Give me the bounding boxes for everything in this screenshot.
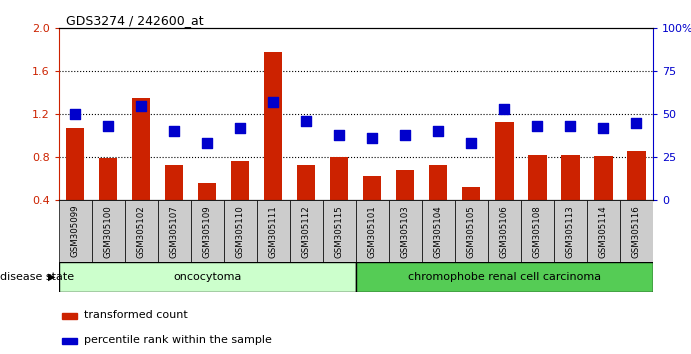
Bar (488, 200, 521, 262)
Bar (59, 200, 92, 262)
Bar (125, 200, 158, 262)
Text: GSM305115: GSM305115 (335, 205, 344, 258)
Point (334, 132, 345, 138)
Text: chromophobe renal cell carcinoma: chromophobe renal cell carcinoma (408, 272, 601, 282)
Point (103, 123, 114, 129)
Text: ▶: ▶ (48, 272, 55, 282)
Bar (66, 128, 84, 200)
Text: GSM305105: GSM305105 (467, 205, 476, 258)
Text: GSM305114: GSM305114 (599, 205, 608, 258)
Bar (620, 200, 653, 262)
Bar (257, 200, 290, 262)
Point (631, 120, 642, 126)
Bar (554, 200, 587, 262)
Bar (231, 161, 249, 200)
Bar (627, 151, 645, 200)
Text: GSM305104: GSM305104 (434, 205, 443, 258)
Text: disease state: disease state (0, 272, 74, 282)
Point (135, 103, 146, 108)
Point (70, 111, 81, 117)
Bar (323, 200, 356, 262)
Point (400, 132, 411, 138)
Bar (389, 200, 422, 262)
Text: GSM305109: GSM305109 (202, 205, 212, 258)
Bar (429, 165, 448, 200)
Bar (529, 155, 547, 200)
Text: GSM305107: GSM305107 (170, 205, 179, 258)
Bar (165, 165, 183, 200)
Point (301, 118, 312, 124)
Bar (356, 262, 653, 292)
Bar (100, 158, 117, 200)
Point (202, 141, 213, 146)
Bar (224, 200, 257, 262)
Text: GSM305102: GSM305102 (137, 205, 146, 258)
Point (466, 141, 477, 146)
Bar (297, 165, 315, 200)
Bar (356, 200, 389, 262)
Text: GSM305113: GSM305113 (566, 205, 575, 258)
Text: GSM305110: GSM305110 (236, 205, 245, 258)
Text: GSM305106: GSM305106 (500, 205, 509, 258)
Text: GSM305112: GSM305112 (302, 205, 311, 258)
Point (598, 125, 609, 131)
Text: GSM305108: GSM305108 (533, 205, 542, 258)
Text: percentile rank within the sample: percentile rank within the sample (84, 336, 272, 346)
Point (268, 99, 279, 105)
Bar (62, 338, 77, 344)
Bar (587, 200, 620, 262)
Text: GSM305100: GSM305100 (104, 205, 113, 258)
Bar (422, 200, 455, 262)
Bar (158, 200, 191, 262)
Point (433, 129, 444, 134)
Text: GSM305101: GSM305101 (368, 205, 377, 258)
Bar (495, 122, 513, 200)
Point (367, 135, 378, 141)
Bar (330, 157, 348, 200)
Bar (264, 52, 283, 200)
Text: GSM305116: GSM305116 (632, 205, 641, 258)
Text: GDS3274 / 242600_at: GDS3274 / 242600_at (66, 14, 203, 27)
Text: GSM305103: GSM305103 (401, 205, 410, 258)
Bar (59, 262, 356, 292)
Bar (594, 156, 612, 200)
Point (565, 123, 576, 129)
Text: GSM305111: GSM305111 (269, 205, 278, 258)
Bar (132, 98, 151, 200)
Point (235, 125, 246, 131)
Bar (363, 176, 381, 200)
Bar (521, 200, 554, 262)
Bar (462, 187, 480, 200)
Point (532, 123, 543, 129)
Bar (561, 155, 580, 200)
Bar (455, 200, 488, 262)
Bar (191, 200, 224, 262)
Bar (290, 200, 323, 262)
Bar (92, 200, 125, 262)
Point (499, 106, 510, 112)
Text: GSM305099: GSM305099 (70, 205, 79, 257)
Bar (198, 183, 216, 200)
Point (169, 129, 180, 134)
Text: transformed count: transformed count (84, 310, 187, 320)
Bar (62, 313, 77, 319)
Text: oncocytoma: oncocytoma (173, 272, 241, 282)
Bar (397, 170, 415, 200)
